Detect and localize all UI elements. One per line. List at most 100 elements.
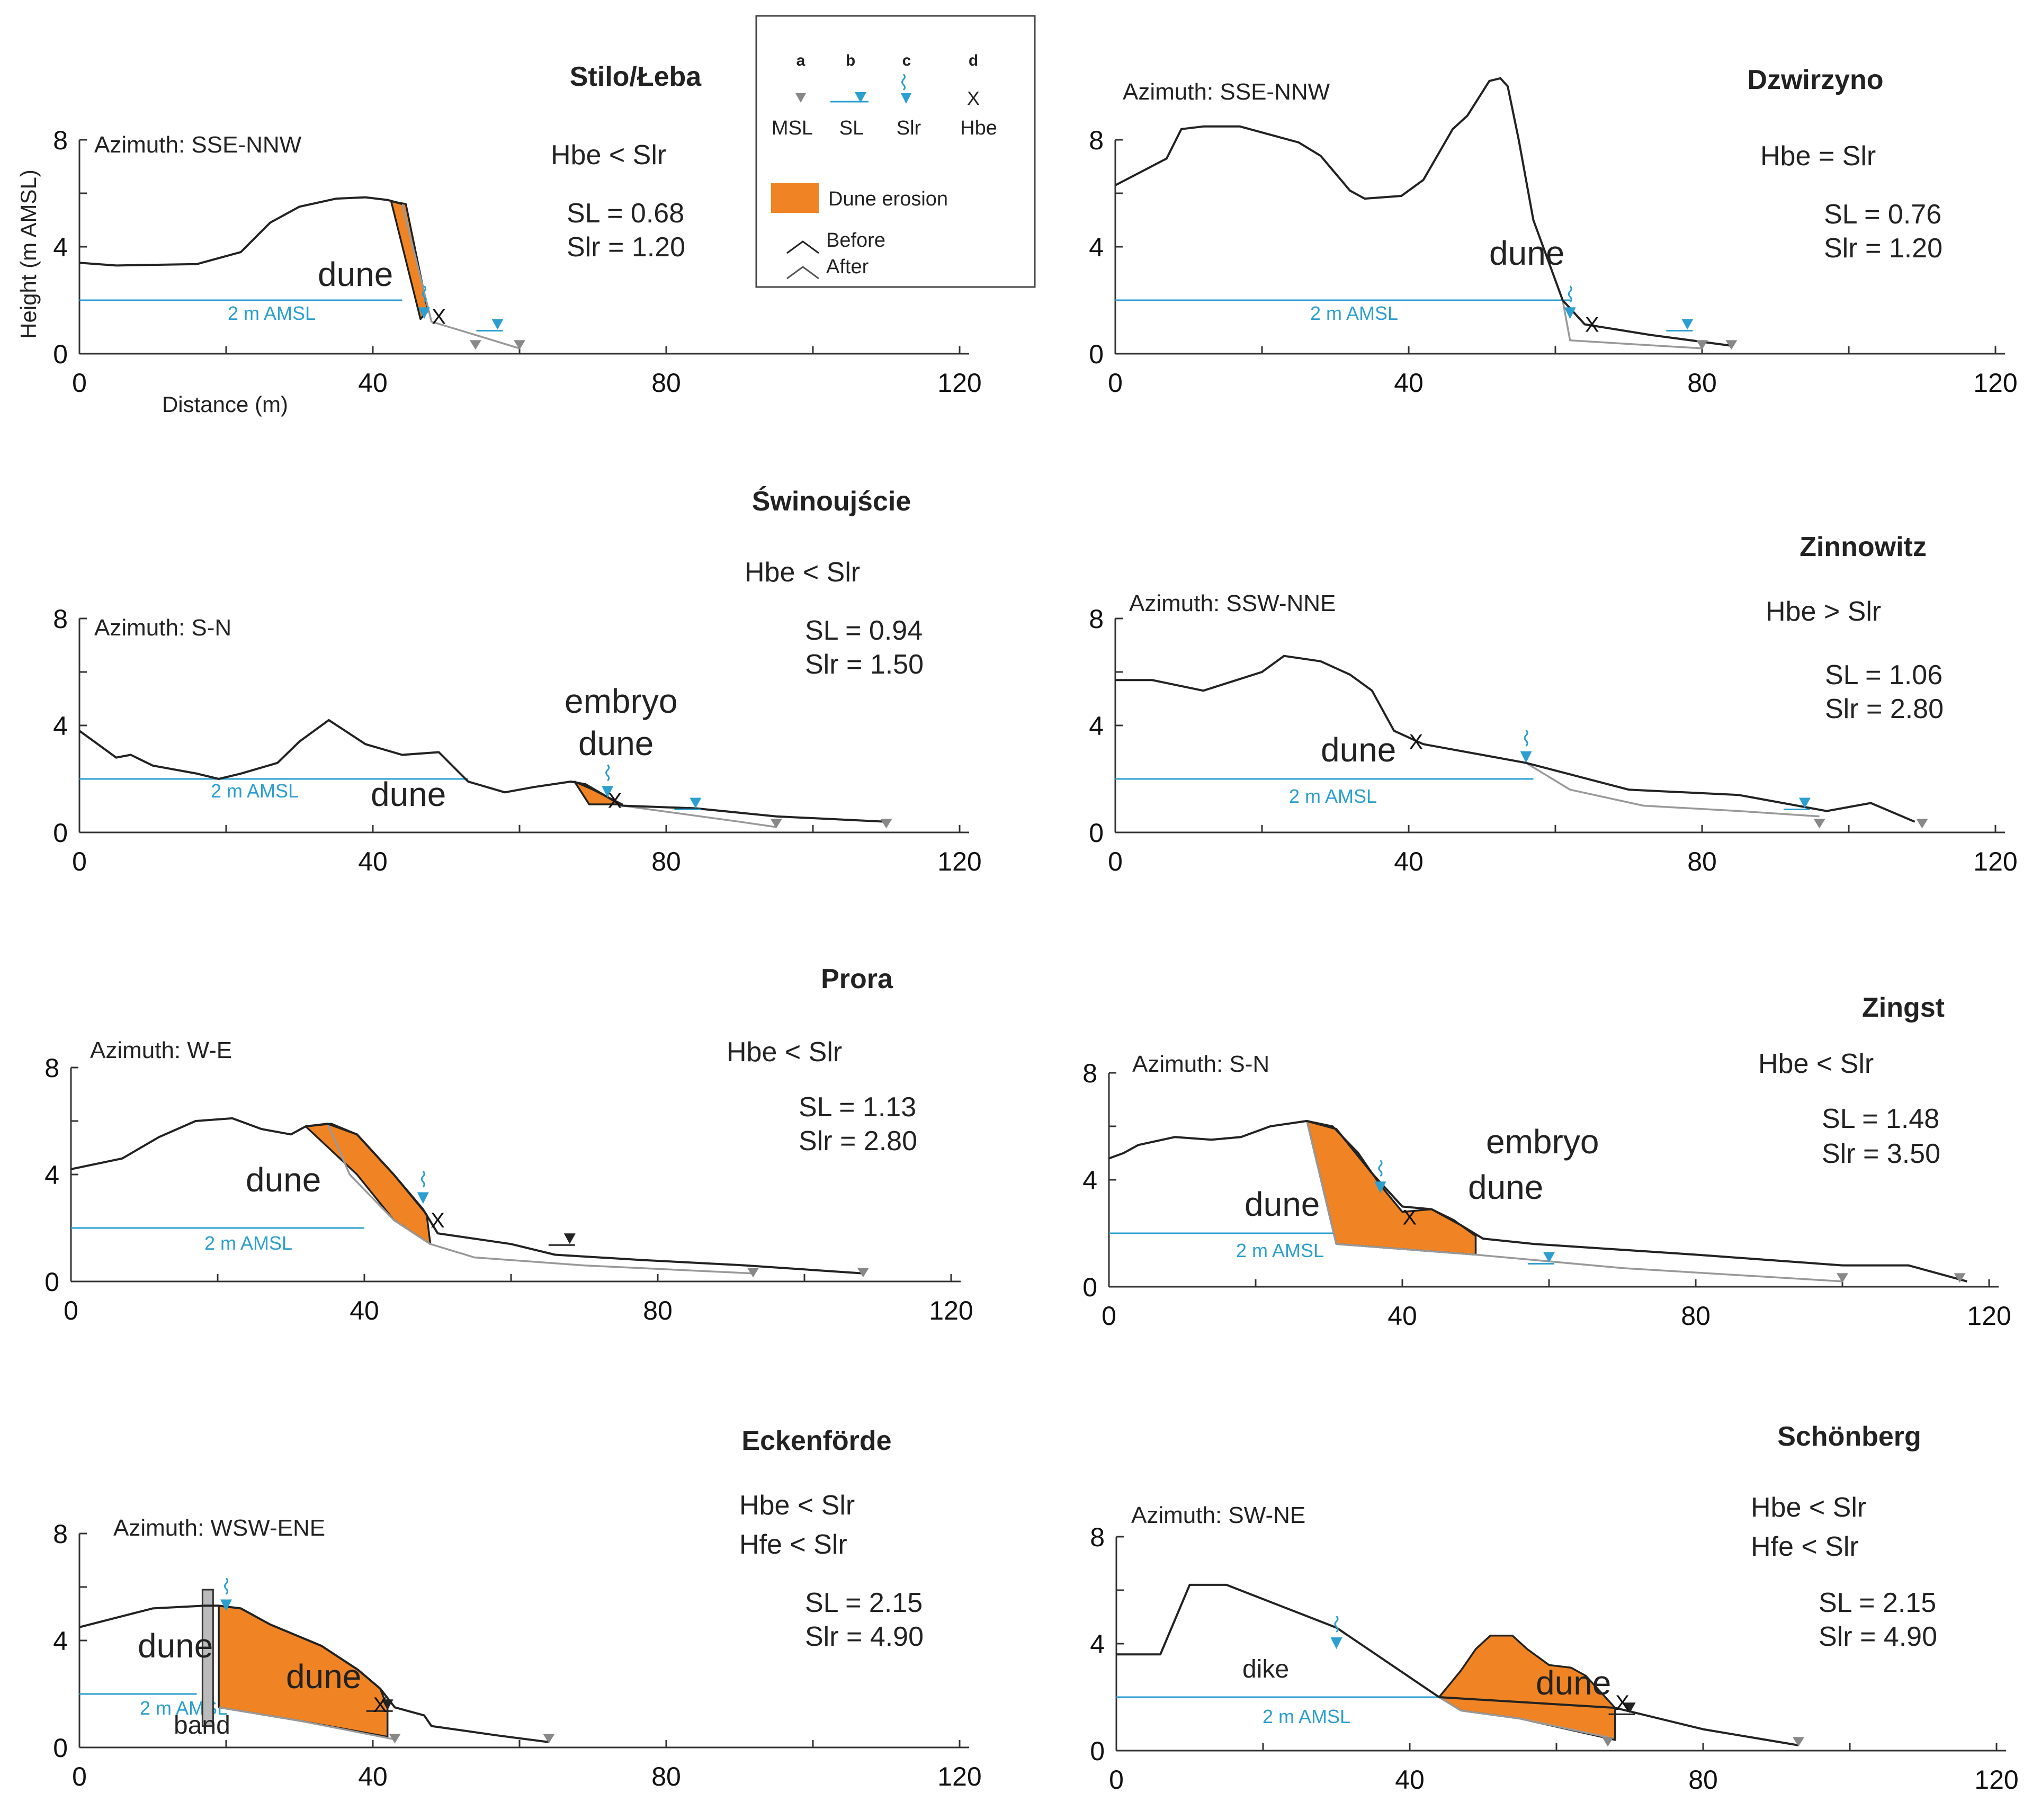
x-tick-label: 80 — [651, 847, 681, 876]
panel-swinoujscie: 0 40 80 120 0 4 8 2 m AMSL X Świnoujście Azimuth: … — [53, 486, 982, 876]
x-tick-label: 40 — [1394, 368, 1424, 398]
x-tick-label: 0 — [1109, 1765, 1124, 1795]
panel-dzwirzyno: 0 40 80 120 0 4 8 2 m AMSL X Dzwirzyno Azimuth: SS… — [1089, 65, 2018, 398]
feature-label-dune: dune — [138, 1627, 213, 1665]
panel-stilo: 0 40 80 120 0 4 8 Distance (m) 2 m AMSL X Stilo/Łe… — [53, 61, 982, 417]
legend-letter-a: a — [796, 52, 805, 69]
x-tick-label: 0 — [72, 847, 87, 876]
panel-schonberg: 0 40 80 120 0 4 8 2 m AMSL X Schönberg Azimuth: SW… — [1090, 1421, 2019, 1795]
slr-marker — [418, 307, 430, 319]
msl-marker — [543, 1734, 555, 1744]
x-tick-label: 0 — [1102, 1301, 1116, 1331]
panel-title: Stilo/Łeba — [570, 61, 702, 92]
reference-line-label: 2 m AMSL — [1263, 1706, 1350, 1727]
profile-before — [1115, 655, 1915, 823]
legend-before-line — [786, 240, 819, 254]
azimuth-label: Azimuth: SSE-NNW — [1123, 79, 1330, 105]
msl-marker — [1954, 1273, 1966, 1283]
slr-value: Slr = 4.90 — [1819, 1621, 1937, 1652]
slr-marker — [1374, 1181, 1386, 1194]
legend-after-line — [786, 266, 819, 280]
condition-hbe: Hbe < Slr — [551, 140, 666, 171]
sl-value: SL = 1.48 — [1822, 1104, 1939, 1134]
msl-marker — [1696, 340, 1708, 350]
feature-label-dune: dune — [1489, 234, 1564, 272]
x-tick-label: 80 — [1681, 1301, 1711, 1331]
slr-marker — [1564, 307, 1576, 319]
panel-prora: 0 40 80 120 0 4 8 2 m AMSL X Prora Azimuth: W-E Hbe… — [44, 964, 973, 1325]
profile-after — [1438, 1696, 1608, 1738]
legend-label-sl: SL — [839, 117, 864, 139]
x-tick-label: 120 — [937, 368, 981, 398]
feature-label-embryo: embryo — [565, 682, 677, 720]
y-tick-label: 0 — [53, 818, 68, 848]
profile-before — [1115, 77, 1732, 347]
sl-value: SL = 2.15 — [805, 1588, 923, 1618]
legend-before-label: Before — [826, 229, 885, 252]
msl-marker — [1601, 1737, 1614, 1747]
msl-marker — [857, 1268, 869, 1278]
sl-marker — [563, 1233, 576, 1244]
y-tick-label: 4 — [1090, 1629, 1105, 1659]
condition-hbe: Hbe < Slr — [1751, 1492, 1866, 1523]
profile-after — [1525, 762, 1820, 818]
slr-value: Slr = 1.50 — [805, 649, 924, 680]
x-tick-label: 80 — [643, 1296, 673, 1325]
msl-marker — [747, 1268, 759, 1278]
y-tick-label: 4 — [1082, 1165, 1097, 1195]
condition-hbe: Hbe < Slr — [727, 1037, 842, 1068]
y-tick-label: 4 — [53, 232, 68, 262]
panel-zingst: 0 40 80 120 0 4 8 2 m AMSL X Zingst Azimuth: S-N Hb… — [1082, 992, 2011, 1331]
reference-line-label: 2 m AMSL — [204, 1232, 292, 1254]
y-tick-label: 8 — [53, 125, 68, 155]
x-tick-label: 0 — [64, 1296, 78, 1325]
feature-label-dune: dune — [246, 1161, 321, 1199]
feature-label-dune: dune — [1468, 1168, 1543, 1206]
profile-before — [1108, 1119, 1967, 1283]
panel-title: Dzwirzyno — [1747, 65, 1883, 95]
x-tick-label: 40 — [358, 1762, 388, 1791]
y-tick-label: 0 — [1082, 1272, 1097, 1302]
x-axis-title: Distance (m) — [162, 392, 288, 417]
feature-label-dune: dune — [286, 1657, 361, 1696]
y-tick-label: 0 — [44, 1267, 59, 1297]
profile-after — [622, 804, 777, 828]
sl-value: SL = 0.68 — [567, 198, 684, 229]
y-tick-label: 0 — [53, 339, 68, 369]
slr-marker — [1330, 1637, 1342, 1649]
msl-marker — [1793, 1737, 1805, 1747]
msl-marker — [389, 1734, 401, 1744]
x-tick-label: 120 — [937, 1762, 981, 1791]
hbe-marker: X — [1409, 730, 1424, 754]
slr-marker — [1520, 751, 1532, 763]
sl-value: SL = 0.94 — [805, 615, 923, 646]
x-tick-label: 80 — [1687, 847, 1717, 876]
panel-title: Schönberg — [1777, 1421, 1921, 1452]
x-tick-label: 80 — [1687, 368, 1717, 398]
condition-hbe: Hbe = Slr — [1760, 141, 1876, 172]
x-tick-label: 120 — [1973, 847, 2017, 876]
reference-line-label: 2 m AMSL — [1236, 1240, 1324, 1261]
y-tick-label: 4 — [44, 1160, 59, 1190]
y-tick-label: 0 — [1090, 1736, 1105, 1766]
y-tick-label: 8 — [1089, 125, 1104, 155]
y-tick-label: 4 — [1089, 711, 1104, 741]
profile-after — [1306, 1120, 1843, 1283]
y-tick-label: 4 — [53, 1626, 68, 1656]
slr-value: Slr = 2.80 — [1825, 694, 1944, 724]
condition-hbe: Hbe < Slr — [745, 557, 860, 588]
legend-erosion-swatch — [771, 183, 819, 213]
x-tick-label: 80 — [1688, 1765, 1718, 1795]
profile-before — [79, 1604, 549, 1743]
legend-hbe-marker: X — [967, 87, 980, 109]
azimuth-label: Azimuth: W-E — [90, 1037, 232, 1063]
legend-letter-d: d — [969, 52, 978, 69]
condition-hfe: Hfe < Slr — [739, 1529, 847, 1560]
azimuth-label: Azimuth: SW-NE — [1131, 1502, 1305, 1528]
feature-label-dune: dune — [1321, 731, 1396, 769]
profile-after — [1562, 300, 1703, 349]
legend-label-msl: MSL — [772, 117, 813, 139]
legend-slr-wave-icon — [901, 73, 906, 91]
